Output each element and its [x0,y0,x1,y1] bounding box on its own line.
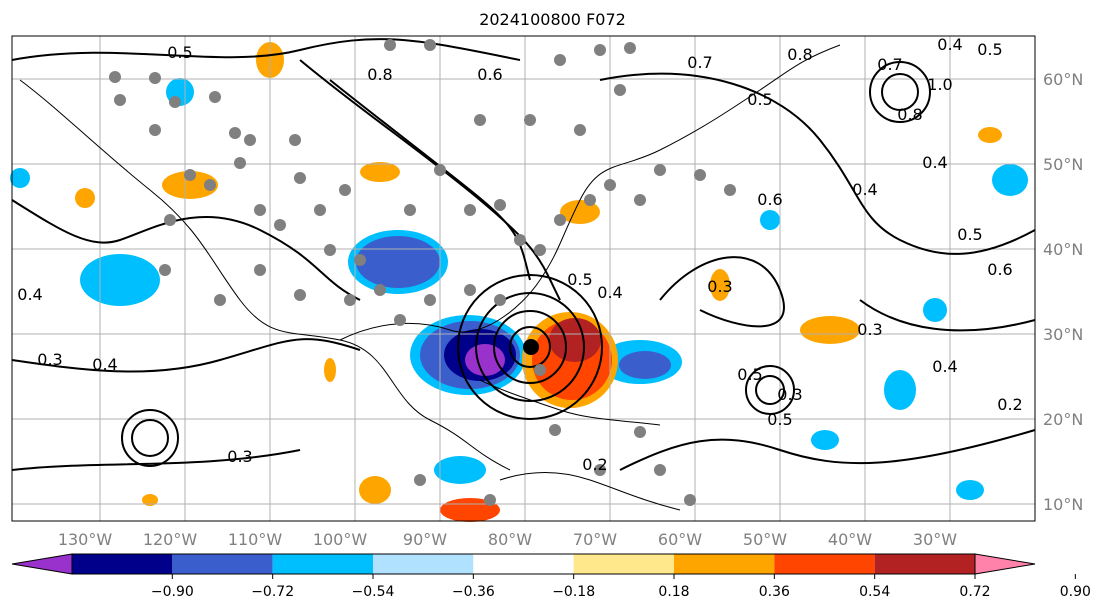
station-dots [109,39,736,506]
coastlines [19,44,841,511]
lat-label: 20°N [1043,410,1083,429]
contour-label: 0.5 [767,410,792,429]
map-title: 2024100800 F072 [479,10,626,29]
contour-label: 0.4 [852,180,877,199]
lat-label: 40°N [1043,240,1083,259]
colorbar-tick-label: −0.72 [251,584,294,600]
contour-label: 0.7 [687,53,712,72]
lon-label: 70°W [573,530,617,549]
cyclone-center-marker [523,339,539,355]
colorbar-tick-label: 0.90 [1060,584,1091,600]
colorbar-tick-label: −0.54 [352,584,395,600]
contour-label: 0.4 [932,357,957,376]
contour-label: 0.2 [997,395,1022,414]
colorbar-segment [573,554,674,574]
lon-label: 80°W [488,530,532,549]
contour-label: 0.5 [747,90,772,109]
contour-label: 0.5 [957,225,982,244]
colorbar-tick-label: −0.90 [151,584,194,600]
contour-label: 0.5 [977,40,1002,59]
contour-label: 0.4 [937,35,962,54]
colorbar-tick-label: −0.18 [552,584,595,600]
latitude-labels: 60°N 50°N 40°N 30°N 20°N 10°N [1043,70,1083,514]
longitude-labels: 130°W 120°W 110°W 100°W 90°W 80°W 70°W 60°W 50°W… [58,530,957,549]
contour-label: 1.0 [927,75,952,94]
lon-label: 90°W [403,530,447,549]
lat-label: 60°N [1043,70,1083,89]
lat-label: 30°N [1043,325,1083,344]
lon-label: 60°W [658,530,702,549]
colorbar-segment [473,554,574,574]
contour-label: 0.3 [707,277,732,296]
contour-label: 0.6 [757,190,782,209]
colorbar-tick-label: 0.72 [959,584,990,600]
colorbar-segment [774,554,875,574]
colorbar-segment [72,554,173,574]
colorbar-segment [373,554,474,574]
contour-label: 0.5 [167,43,192,62]
contour-label: 0.4 [597,283,622,302]
lon-label: 130°W [58,530,113,549]
contour-label: 0.5 [567,270,592,289]
colorbar-tick-label: −0.36 [452,584,495,600]
contour-label: 0.3 [777,385,802,404]
lon-label: 100°W [313,530,368,549]
lon-label: 110°W [228,530,283,549]
contour-label: 0.6 [987,260,1012,279]
contour-label: 0.6 [477,65,502,84]
colorbar-segment [172,554,273,574]
colorbar-segment [874,554,975,574]
colorbar-segment [674,554,775,574]
colorbar-segment [272,554,373,574]
contour-label: 0.8 [897,105,922,124]
contour-label: 0.4 [922,153,947,172]
graticule [12,36,1036,521]
contour-label: 0.8 [367,65,392,84]
colorbar: −0.90 −0.72 −0.54 −0.36 −0.18 0.18 0.36 0.54 0.7… [11,553,1091,600]
colorbar-segment [974,553,1036,575]
lon-label: 120°W [143,530,198,549]
contour-lines [11,38,1036,471]
colorbar-segment [11,553,73,575]
lat-label: 10°N [1043,495,1083,514]
colorbar-tick-label: 0.36 [759,584,790,600]
contour-label-group: 0.5 0.8 0.6 0.7 0.8 0.4 0.5 0.7 1.0 0.8 0.5 0.4 0.6 0… [17,35,1022,474]
colorbar-tick-label: 0.18 [658,584,689,600]
contour-label: 0.5 [737,365,762,384]
contour-label: 0.3 [857,320,882,339]
contour-label: 0.2 [582,455,607,474]
colorbar-tick-label: 0.54 [859,584,890,600]
contour-label: 0.7 [877,55,902,74]
contour-label: 0.8 [787,45,812,64]
map-frame [11,35,1036,522]
lon-label: 50°W [743,530,787,549]
contour-label: 0.4 [17,285,42,304]
contour-label: 0.3 [37,350,62,369]
contour-label: 0.4 [92,355,117,374]
contour-label: 0.3 [227,447,252,466]
lat-label: 50°N [1043,155,1083,174]
lon-label: 30°W [913,530,957,549]
lon-label: 40°W [828,530,872,549]
